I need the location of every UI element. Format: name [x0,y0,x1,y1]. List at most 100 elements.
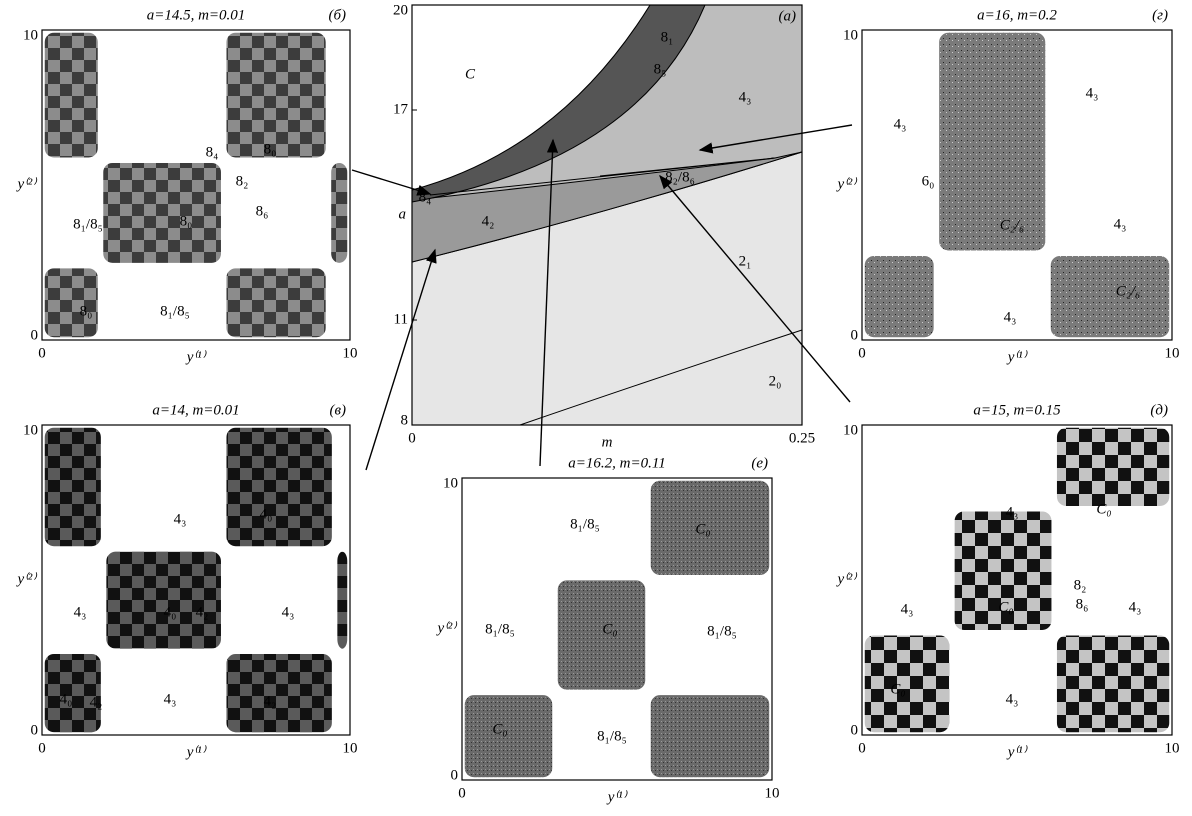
region-label: 4₃ [739,89,752,105]
x-axis-label: m [602,434,613,450]
x-axis-label: y⁽¹⁾ [606,789,628,805]
region-label: 4₃ [174,511,187,527]
panel-letter: (е) [751,455,768,471]
region-label: C₀ [1096,501,1111,517]
region-c [411,4,651,191]
plot-frame [41,424,351,736]
y-axis-label: y⁽²⁾ [835,571,857,587]
panel-title: a=16, m=0.2 [977,7,1057,23]
panel-letter: (а) [779,8,797,24]
region-label: C₀ [890,681,905,697]
region-label: 4₂ [482,213,495,229]
basin-region [953,509,1053,632]
x-tick-label: 0 [458,785,466,801]
basin-region [104,550,223,651]
basin-region [224,266,328,339]
basin-region [43,652,103,734]
basin-region [1055,633,1171,734]
arrow [659,174,851,403]
plot-frame [411,4,803,426]
x-tick-label: 10 [343,740,358,756]
y-tick-label: 10 [23,27,38,43]
basin-region [224,426,334,548]
region-label: 4₃ [74,604,87,620]
arrow [539,138,559,467]
arrows [351,124,853,471]
boundary [429,157,776,196]
panel-title: a=15, m=0.15 [973,402,1061,418]
y-tick-label: 0 [851,327,859,343]
y-tick-label: 20 [393,2,408,18]
region-label: 4₃ [1114,216,1127,232]
basin-region [649,693,771,779]
region-label: 8₀ [80,303,93,319]
region-label: 4₃ [1006,691,1019,707]
region-label: 8₂/8₆ [665,169,695,185]
region-label: 2₁ [739,253,752,269]
panel-letter: (д) [1150,402,1168,418]
x-axis-label: y⁽¹⁾ [185,744,207,760]
basin-region [863,254,936,339]
plot-frame [861,29,1173,341]
region-label: 8₅ [654,61,667,77]
region-label: 6₀ [922,173,935,189]
region-label: C [465,66,476,82]
region-label: 8₂ [1074,577,1087,593]
basin-region [43,31,100,159]
panel: 0 10 0 10 y⁽¹⁾ y⁽²⁾ a=14.5, m=0.01 (б) 8₄ 8₀ 8₂ 8₁/… [15,7,357,365]
arrow [698,124,853,154]
panel: 0 10 0 10 y⁽¹⁾ y⁽²⁾ a=16.2, m=0.11 (е) 8₁/8₅ C₀ 8₁… [435,455,779,805]
y-tick-label: 10 [843,422,858,438]
y-tick-label: 10 [443,475,458,491]
arrow [351,169,432,196]
y-tick-label: 0 [851,722,859,738]
region-label: 4₂ [90,694,103,710]
region-label: 8₁ [661,29,674,45]
basin-region [649,479,771,577]
region-label: 4₂ [264,693,277,709]
basin-region [863,633,951,734]
plot-frame [861,424,1173,736]
region-label: 8₁/8₅ [707,623,737,639]
x-tick-label: 10 [343,345,358,361]
basin-region [101,161,223,265]
basin-region [1055,426,1171,508]
x-tick-label: 0 [38,740,46,756]
panel: 0 10 0 10 y⁽¹⁾ y⁽²⁾ a=15, m=0.15 (д) 4₃ C₀ 4₃ C₀ 8₂ 8… [835,402,1179,760]
region-label: 4₃ [901,601,914,617]
x-tick-label: 10 [1165,345,1180,361]
region-label: 8₆ [256,203,269,219]
x-tick-label: 0 [858,345,866,361]
panel-title: a=14, m=0.01 [152,402,239,418]
panel-title: a=16.2, m=0.11 [568,455,665,471]
x-tick-label: 0.25 [789,430,815,446]
region-label: 8₀ [180,213,193,229]
region-label: C₀ [602,621,617,637]
region-label: C₂/₆ [1000,217,1025,233]
region-label: 8₁/8₅ [73,216,103,232]
y-tick-label: 10 [23,422,38,438]
region-label: 4₀ [164,604,177,620]
y-tick-label: 0 [451,767,459,783]
basin-region [937,31,1047,252]
y-tick-label: 10 [843,27,858,43]
y-axis-label: a [399,206,407,222]
x-tick-label: 0 [408,430,416,446]
x-tick-label: 10 [1165,740,1180,756]
x-tick-label: 10 [765,785,780,801]
y-axis-label: y⁽²⁾ [15,571,37,587]
region-label: C₀ [695,521,710,537]
basin-region [43,426,103,548]
region-label: 4₀ [60,691,73,707]
panel-letter: (б) [328,7,346,23]
basin-region [329,161,349,265]
basin-region [224,31,328,159]
basin-region [335,550,349,651]
region-label: 4₃ [282,604,295,620]
region-label: 8₂ [236,173,249,189]
basin-region [556,578,647,692]
region-label: 4₃ [1129,599,1142,615]
